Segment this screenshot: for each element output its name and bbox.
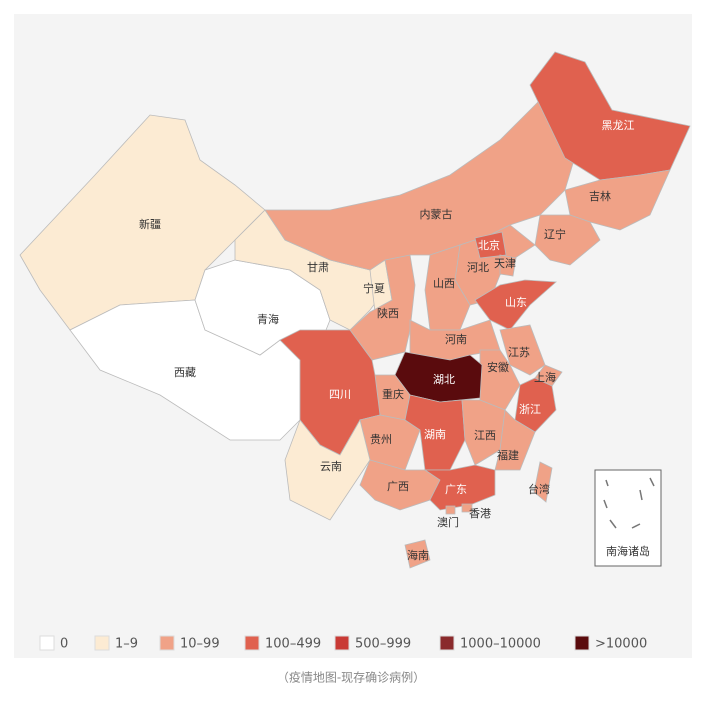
- legend-swatch: [39, 635, 55, 651]
- legend-swatch: [334, 635, 350, 651]
- region: [474, 231, 507, 259]
- region: [533, 461, 553, 503]
- region-label: 浙江: [519, 403, 541, 416]
- legend-label: 1000–10000: [460, 637, 541, 652]
- region-label: 河北: [467, 261, 489, 274]
- region-label: 云南: [320, 460, 342, 473]
- legend-label: 100–499: [265, 637, 321, 652]
- region-label: 海南: [407, 548, 429, 562]
- region-label: 安徽: [487, 360, 509, 374]
- legend-label: 1–9: [115, 637, 138, 652]
- region-label: 山东: [505, 296, 527, 309]
- region: [445, 505, 456, 515]
- inset-label: 南海诸岛: [606, 544, 650, 558]
- region-label: 湖南: [424, 428, 446, 441]
- region-label: 香港: [469, 507, 491, 520]
- region: [404, 539, 431, 569]
- region-label: 澳门: [437, 515, 459, 529]
- region-label: 天津: [494, 257, 516, 270]
- region-label: 湖北: [433, 373, 455, 386]
- inset-islands: [603, 477, 655, 529]
- region-label: 台湾: [528, 482, 550, 496]
- region-label: 四川: [329, 388, 351, 401]
- region: [474, 279, 557, 331]
- legend-swatch: [574, 635, 590, 651]
- region: [349, 254, 416, 361]
- region: [499, 254, 517, 277]
- region: [529, 51, 691, 181]
- legend: 0 1–9 10–99 100–499 500–999 1000–10000 >10000: [39, 635, 647, 652]
- region: [423, 464, 496, 511]
- region-label: 内蒙古: [420, 207, 453, 221]
- region-label: 西藏: [174, 366, 196, 379]
- region-label: 福建: [497, 448, 519, 462]
- region-label: 青海: [257, 312, 279, 326]
- region-label: 宁夏: [363, 281, 385, 295]
- region: [424, 244, 471, 331]
- region-label: 江西: [474, 429, 496, 442]
- region: [461, 503, 473, 513]
- region-label: 辽宁: [544, 227, 566, 241]
- legend-swatch: [159, 635, 175, 651]
- region-label: 上海: [534, 370, 556, 384]
- region-label: 广东: [445, 483, 467, 496]
- legend-swatch: [244, 635, 260, 651]
- region-label: 吉林: [589, 189, 611, 203]
- region-label: 贵州: [370, 433, 392, 446]
- region-label: 河南: [445, 333, 467, 346]
- legend-swatch: [439, 635, 455, 651]
- region-label: 山西: [433, 277, 455, 290]
- region: [284, 418, 371, 521]
- regions: [19, 51, 691, 569]
- legend-label: 0: [60, 637, 68, 652]
- inset-box: [594, 469, 662, 567]
- region-label: 重庆: [382, 387, 404, 401]
- region: [534, 214, 601, 266]
- region-label: 新疆: [139, 217, 161, 231]
- region: [494, 409, 536, 471]
- legend-swatch: [94, 635, 110, 651]
- region-label: 广西: [387, 480, 409, 493]
- legend-label: >10000: [595, 637, 647, 652]
- region-label: 陕西: [377, 306, 399, 320]
- legend-label: 10–99: [180, 637, 220, 652]
- region-label: 北京: [478, 238, 500, 252]
- region-label: 江苏: [508, 346, 530, 359]
- caption: （疫情地图-现存确诊病例）: [277, 670, 425, 685]
- region: [264, 84, 581, 271]
- legend-label: 500–999: [355, 637, 411, 652]
- region-label: 甘肃: [307, 261, 329, 274]
- region-label: 黑龙江: [602, 119, 635, 132]
